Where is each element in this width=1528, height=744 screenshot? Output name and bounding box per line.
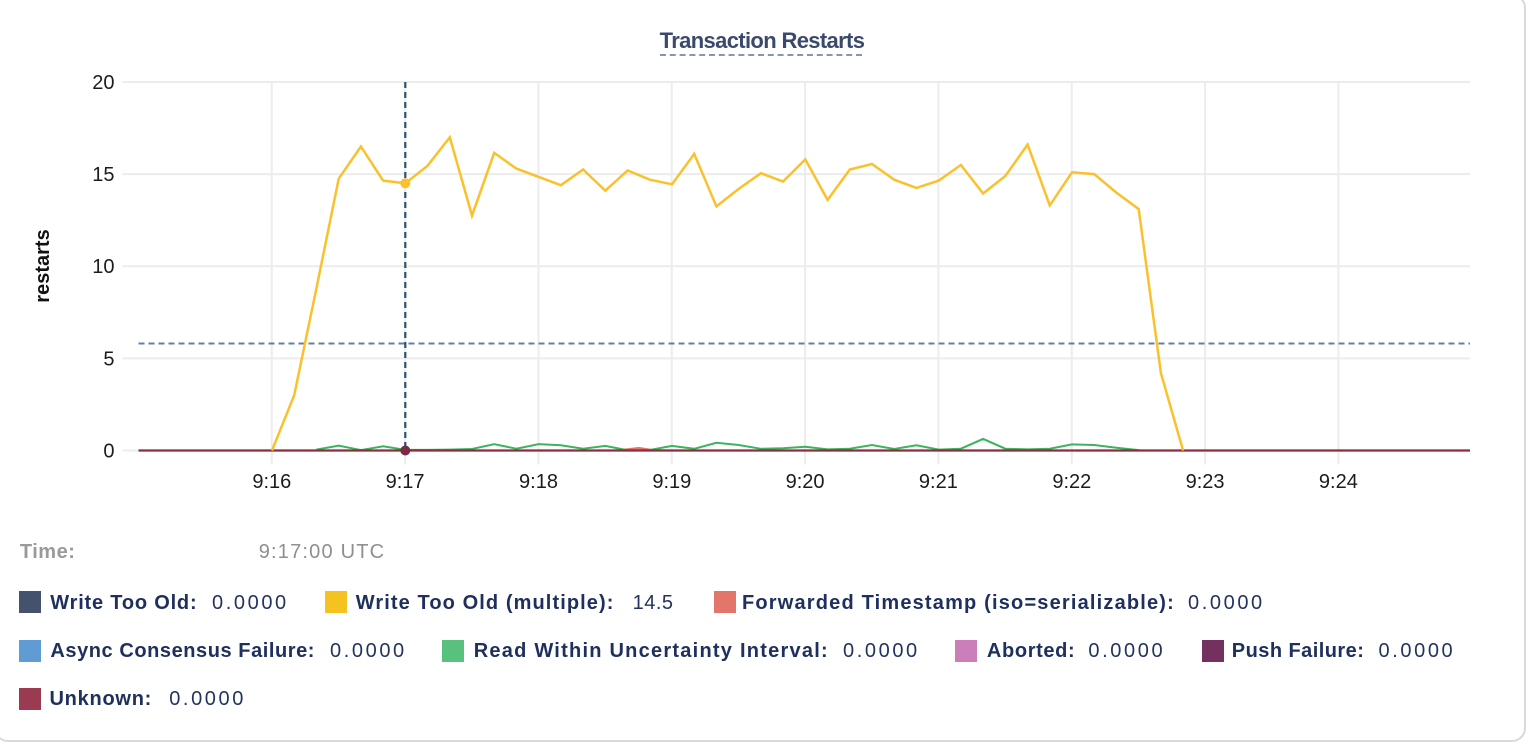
svg-text:9:18: 9:18 (519, 471, 558, 493)
svg-text:9:19: 9:19 (652, 471, 691, 493)
svg-text:9:21: 9:21 (919, 471, 958, 493)
svg-text:9:16: 9:16 (252, 471, 291, 493)
svg-text:0: 0 (103, 441, 114, 463)
svg-text:restarts: restarts (32, 229, 54, 302)
svg-text:9:23: 9:23 (1186, 471, 1225, 493)
svg-text:9:24: 9:24 (1319, 471, 1358, 493)
svg-text:5: 5 (103, 348, 114, 370)
svg-text:10: 10 (92, 256, 114, 278)
svg-text:9:20: 9:20 (786, 471, 825, 493)
svg-text:9:17: 9:17 (386, 471, 425, 493)
svg-text:15: 15 (92, 164, 114, 186)
svg-text:9:22: 9:22 (1052, 471, 1091, 493)
svg-text:20: 20 (92, 72, 114, 94)
